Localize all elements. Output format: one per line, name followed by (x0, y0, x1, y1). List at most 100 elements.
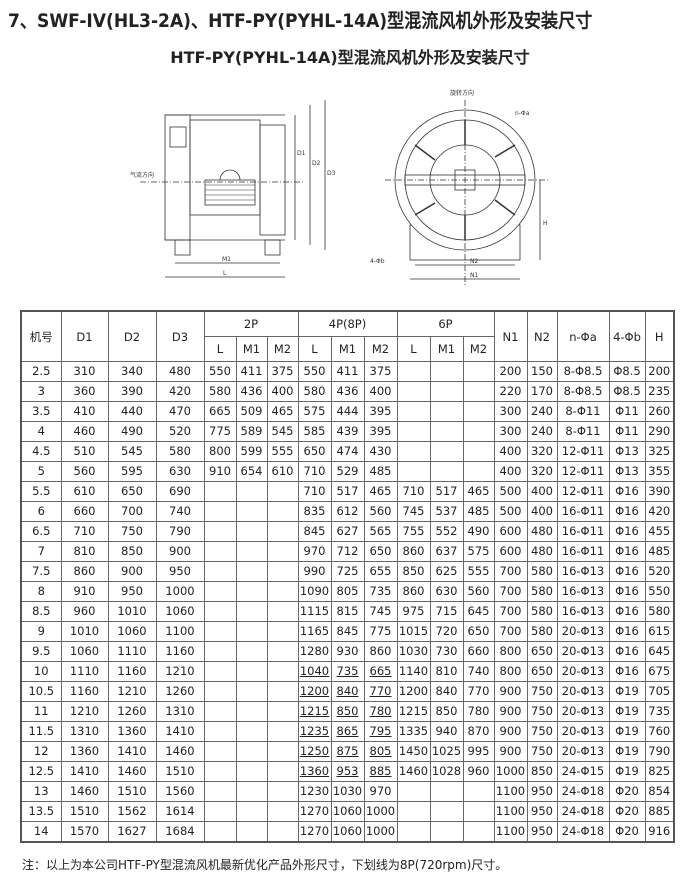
table-cell (396, 461, 431, 482)
table-cell: 815 (330, 601, 365, 622)
table-cell: 430 (363, 441, 398, 462)
table-cell: 675 (644, 661, 675, 682)
dim-label-n1: N1 (470, 272, 478, 279)
table-cell: 260 (644, 401, 675, 422)
table-cell: 950 (526, 781, 558, 802)
table-cell: 5 (20, 461, 62, 482)
table-row: 10 1110 1160 1210 1040 735 665 1140 810 740 800 650… (20, 661, 675, 682)
table-cell: 1210 (60, 701, 109, 722)
table-cell: 290 (644, 421, 675, 442)
table-cell (396, 421, 431, 442)
table-cell: 170 (526, 381, 558, 402)
table-cell: 1060 (330, 801, 365, 822)
table-cell: 900 (493, 701, 528, 722)
table-cell: 9.5 (20, 641, 62, 662)
table-cell: 500 (493, 481, 528, 502)
table-cell: 950 (155, 561, 205, 582)
table-cell: 885 (363, 761, 398, 782)
table-cell: 485 (462, 501, 495, 522)
table-cell (462, 381, 495, 402)
table-cell: 400 (526, 481, 558, 502)
table-cell (203, 681, 237, 702)
table-cell: 589 (235, 421, 268, 442)
table-cell (266, 641, 299, 662)
table-row: 7 810 850 900 970 712 650 860 637 575 600 480 16-Φ11… (20, 541, 675, 562)
table-cell (235, 641, 268, 662)
table-cell: 580 (644, 601, 675, 622)
table-cell: 1460 (396, 761, 431, 782)
table-cell: 730 (429, 641, 464, 662)
table-cell: 700 (493, 601, 528, 622)
table-cell: 1010 (60, 621, 109, 642)
table-cell (266, 501, 299, 522)
table-cell: 950 (526, 821, 558, 843)
page-title: 7、SWF-IV(HL3-2A)、HTF-PY(PYHL-14A)型混流风机外形… (8, 10, 593, 32)
table-cell: 565 (363, 521, 398, 542)
table-cell: 654 (235, 461, 268, 482)
table-cell: 24-Φ18 (556, 821, 610, 843)
table-cell (203, 821, 237, 843)
table-cell: 825 (644, 761, 675, 782)
table-cell: 420 (155, 381, 205, 402)
table-cell: 1310 (60, 721, 109, 742)
table-cell: 750 (526, 721, 558, 742)
table-cell: 1215 (396, 701, 431, 722)
table-cell (266, 621, 299, 642)
table-cell: 545 (107, 441, 157, 462)
table-cell: 665 (363, 661, 398, 682)
table-cell: 400 (493, 461, 528, 482)
table-cell: 700 (493, 581, 528, 602)
header-d3: D3 (155, 310, 205, 362)
table-cell (266, 481, 299, 502)
table-cell (235, 661, 268, 682)
table-row: 5.5 610 650 690 710 517 465 710 517 465 500 400 12-Φ… (20, 481, 675, 502)
table-cell: 470 (155, 401, 205, 422)
table-cell (462, 781, 495, 802)
table-cell: 780 (462, 701, 495, 722)
table-cell (462, 441, 495, 462)
table-cell: 550 (203, 361, 237, 382)
table-cell: 1030 (396, 641, 431, 662)
table-cell: Φ20 (608, 781, 646, 802)
table-cell: 795 (363, 721, 398, 742)
table-cell: 16-Φ11 (556, 501, 610, 522)
header-d1: D1 (60, 310, 109, 362)
table-cell: 854 (644, 781, 675, 802)
table-cell: 1090 (297, 581, 332, 602)
table-cell: 1460 (60, 781, 109, 802)
hole-label: n-Φa (515, 110, 530, 117)
table-cell (266, 541, 299, 562)
table-cell: 960 (462, 761, 495, 782)
table-cell: 490 (107, 421, 157, 442)
table-cell: 552 (429, 521, 464, 542)
table-cell: 517 (330, 481, 365, 502)
table-cell: 580 (526, 581, 558, 602)
table-cell: 2.5 (20, 361, 62, 382)
table-cell: 550 (297, 361, 332, 382)
table-cell (203, 621, 237, 642)
table-cell: 600 (493, 541, 528, 562)
table-cell (235, 601, 268, 622)
table-cell: 12-Φ11 (556, 441, 610, 462)
side-view-drawing: 气流方向 M1 L D1 D2 D3 (130, 100, 336, 278)
table-cell: 615 (644, 621, 675, 642)
table-cell: 235 (644, 381, 675, 402)
table-cell (203, 701, 237, 722)
table-cell: 1060 (107, 621, 157, 642)
table-cell (203, 501, 237, 522)
table-cell: 480 (526, 521, 558, 542)
table-cell: 375 (363, 361, 398, 382)
table-cell: 610 (266, 461, 299, 482)
table-cell: 8-Φ8.5 (556, 361, 610, 382)
table-cell (203, 761, 237, 782)
table-cell: Φ16 (608, 521, 646, 542)
dim-label-n2: N2 (470, 258, 478, 265)
table-cell: 650 (526, 661, 558, 682)
table-cell: 10 (20, 661, 62, 682)
table-cell (429, 381, 464, 402)
table-cell (235, 761, 268, 782)
table-cell: 580 (526, 621, 558, 642)
table-cell: 1100 (155, 621, 205, 642)
table-cell: 900 (493, 681, 528, 702)
table-cell: 3.5 (20, 401, 62, 422)
